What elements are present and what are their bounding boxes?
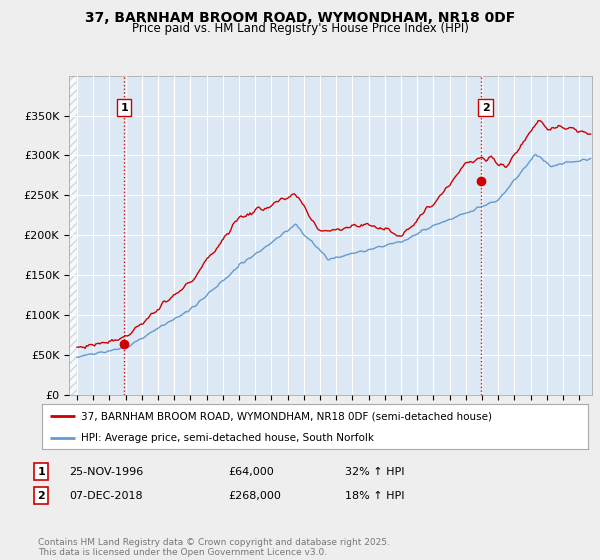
Text: Price paid vs. HM Land Registry's House Price Index (HPI): Price paid vs. HM Land Registry's House … (131, 22, 469, 35)
Text: 25-NOV-1996: 25-NOV-1996 (69, 466, 143, 477)
Text: Contains HM Land Registry data © Crown copyright and database right 2025.
This d: Contains HM Land Registry data © Crown c… (38, 538, 389, 557)
Text: 37, BARNHAM BROOM ROAD, WYMONDHAM, NR18 0DF (semi-detached house): 37, BARNHAM BROOM ROAD, WYMONDHAM, NR18 … (82, 412, 493, 422)
Text: 1: 1 (120, 102, 128, 113)
Text: 18% ↑ HPI: 18% ↑ HPI (345, 491, 404, 501)
Text: 2: 2 (482, 102, 490, 113)
Text: 1: 1 (37, 466, 45, 477)
Text: 37, BARNHAM BROOM ROAD, WYMONDHAM, NR18 0DF: 37, BARNHAM BROOM ROAD, WYMONDHAM, NR18 … (85, 11, 515, 25)
Text: 2: 2 (37, 491, 45, 501)
Text: £64,000: £64,000 (228, 466, 274, 477)
Text: 07-DEC-2018: 07-DEC-2018 (69, 491, 143, 501)
Text: HPI: Average price, semi-detached house, South Norfolk: HPI: Average price, semi-detached house,… (82, 433, 374, 443)
Text: 32% ↑ HPI: 32% ↑ HPI (345, 466, 404, 477)
Text: £268,000: £268,000 (228, 491, 281, 501)
